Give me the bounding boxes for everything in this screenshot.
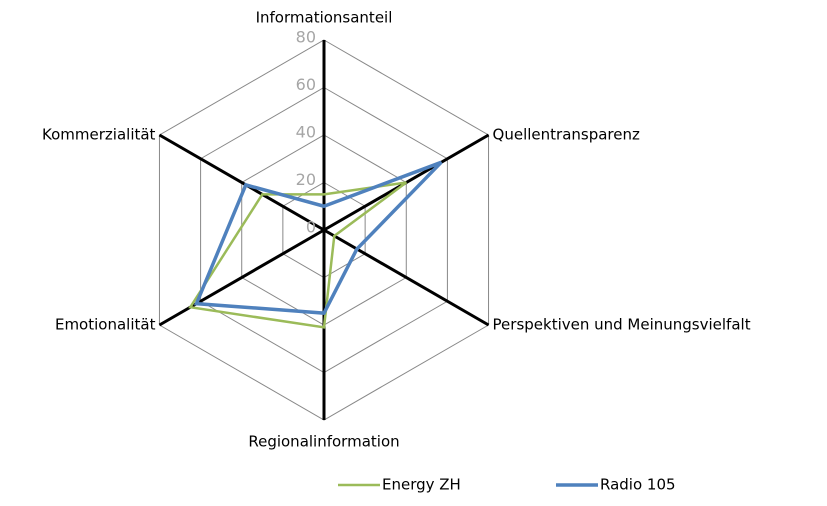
axis-spoke [158,133,325,232]
axis-label: Emotionalität [55,316,156,334]
legend-label: Energy ZH [382,476,461,494]
axis-spoke [158,228,325,327]
series-line [193,160,443,315]
y-tick-label: 60 [296,75,316,94]
y-tick-label: 80 [296,28,316,47]
legend-label: Radio 105 [600,476,676,494]
y-tick-label: 40 [296,123,316,142]
axis-label: Perspektiven und Meinungsvielfalt [493,316,751,334]
axis-spoke [323,228,490,327]
y-tick-label: 20 [296,170,316,189]
axis-label: Quellentransparenz [493,126,640,144]
axis-label: Regionalinformation [248,433,399,451]
y-tick-label: 0 [306,218,316,237]
axis-label: Kommerzialität [42,126,156,144]
series-line [188,181,408,329]
axis-label: Informationsanteil [256,9,393,27]
